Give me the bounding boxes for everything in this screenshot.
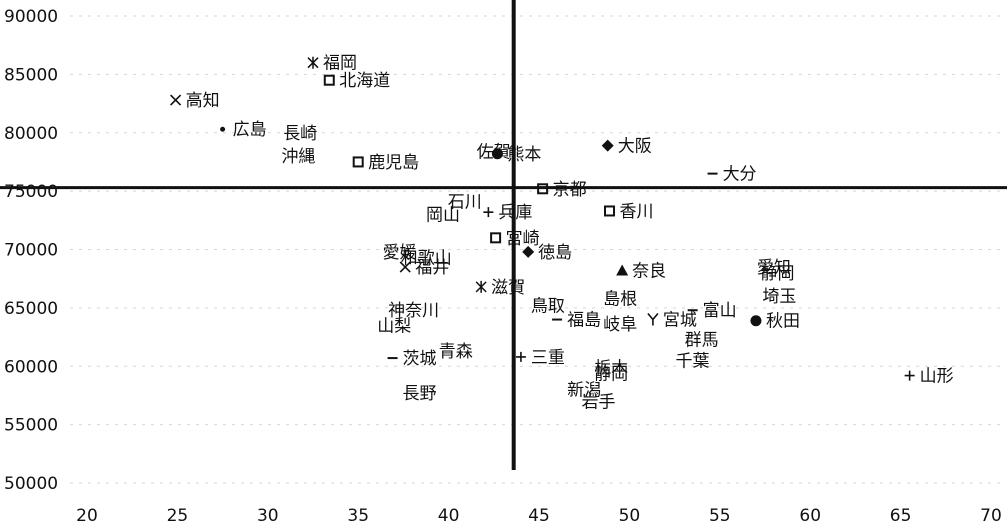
point-label: 長野 [403, 384, 437, 404]
point-marker [475, 280, 487, 293]
grid-layer [70, 15, 1000, 484]
point-label: 高知 [186, 91, 220, 111]
point-label: 香川 [620, 202, 654, 222]
point-marker [483, 207, 494, 218]
point-label: 山形 [920, 367, 954, 387]
point-label: 富山 [703, 301, 737, 321]
point-label: 岩手 [582, 392, 616, 412]
y-tick-label: 80000 [4, 124, 58, 144]
point-label: 大阪 [618, 137, 652, 157]
point-marker [515, 351, 526, 362]
point-marker [307, 56, 319, 69]
point-label: 神奈川 [388, 301, 439, 321]
point-label: 佐賀 [477, 142, 511, 162]
point-label: 福島 [567, 311, 601, 331]
x-tick-label: 45 [528, 506, 550, 525]
point-marker [323, 74, 335, 86]
point-label: 徳島 [538, 243, 572, 263]
point-marker [491, 148, 503, 160]
point-label: 鳥取 [531, 297, 565, 317]
point-label: 島根 [603, 290, 637, 310]
x-tick-label: 50 [619, 506, 641, 525]
point-label: 京都 [553, 180, 587, 200]
y-tick-label: 90000 [4, 7, 58, 27]
points-layer [170, 56, 915, 381]
point-marker [537, 183, 549, 195]
point-label: 石川 [448, 193, 482, 213]
point-label: 岐阜 [603, 315, 637, 335]
point-label: 青森 [439, 342, 473, 362]
point-marker [616, 264, 629, 276]
point-label: 福岡 [323, 54, 357, 74]
point-label: 福井 [415, 258, 449, 278]
point-label: 宮城 [663, 311, 697, 331]
point-label: 沖縄 [281, 147, 315, 167]
point-label: 埼玉 [762, 287, 796, 307]
x-tick-label: 55 [709, 506, 731, 525]
x-tick-label: 25 [167, 506, 189, 525]
point-label: 奈良 [632, 262, 666, 282]
x-tick-label: 35 [347, 506, 369, 525]
y-tick-label: 60000 [4, 357, 58, 377]
point-label: 新潟 [567, 381, 601, 401]
point-label: 兵庫 [498, 203, 532, 223]
point-label: 長崎 [283, 124, 317, 144]
y-tick-label: 70000 [4, 241, 58, 261]
y-tick-label: 85000 [4, 65, 58, 85]
point-label: 三重 [531, 348, 565, 368]
y-tick-label: 55000 [4, 416, 58, 436]
point-label: 広島 [233, 120, 267, 140]
point-marker [399, 261, 411, 273]
point-label: 大分 [723, 165, 757, 185]
point-label: 宮崎 [506, 229, 540, 249]
point-marker [522, 245, 535, 258]
point-label: 秋田 [766, 312, 800, 332]
point-marker [170, 94, 182, 106]
y-tick-label: 50000 [4, 474, 58, 494]
point-marker [904, 370, 915, 381]
point-marker [220, 126, 226, 132]
point-label: 鹿児島 [368, 153, 419, 173]
x-tick-label: 20 [76, 506, 98, 525]
point-marker [352, 156, 364, 168]
x-tick-label: 30 [257, 506, 279, 525]
x-tick-label: 65 [890, 506, 912, 525]
point-marker [647, 313, 659, 326]
point-label: 山梨 [377, 316, 411, 336]
point-label: 茨城 [403, 349, 437, 369]
axis-layer: 50000 55000 60000 65000 70000 75000 80000 85000… [4, 7, 1002, 525]
point-label: 愛知 [757, 258, 791, 278]
point-label: 栃木 [594, 358, 628, 378]
point-label: 岡山 [426, 205, 460, 225]
y-tick-label: 65000 [4, 299, 58, 319]
point-marker [601, 139, 614, 152]
point-marker [750, 315, 762, 327]
point-label: 静岡 [594, 364, 628, 384]
reference-lines [0, 0, 1007, 470]
x-tick-label: 60 [799, 506, 821, 525]
point-label: 群馬 [685, 330, 719, 350]
point-marker [604, 205, 616, 217]
point-label: 千葉 [676, 351, 710, 371]
x-tick-label: 40 [438, 506, 460, 525]
point-label: 静岡 [761, 264, 795, 284]
point-label: 北海道 [339, 71, 390, 91]
point-label: 熊本 [507, 145, 541, 165]
y-tick-label: 75000 [4, 182, 58, 202]
x-tick-label: 70 [980, 506, 1002, 525]
point-label: 愛媛 [383, 243, 417, 263]
point-marker [490, 232, 502, 244]
point-label: 滋賀 [491, 278, 525, 298]
point-label: 和歌山 [401, 249, 452, 269]
